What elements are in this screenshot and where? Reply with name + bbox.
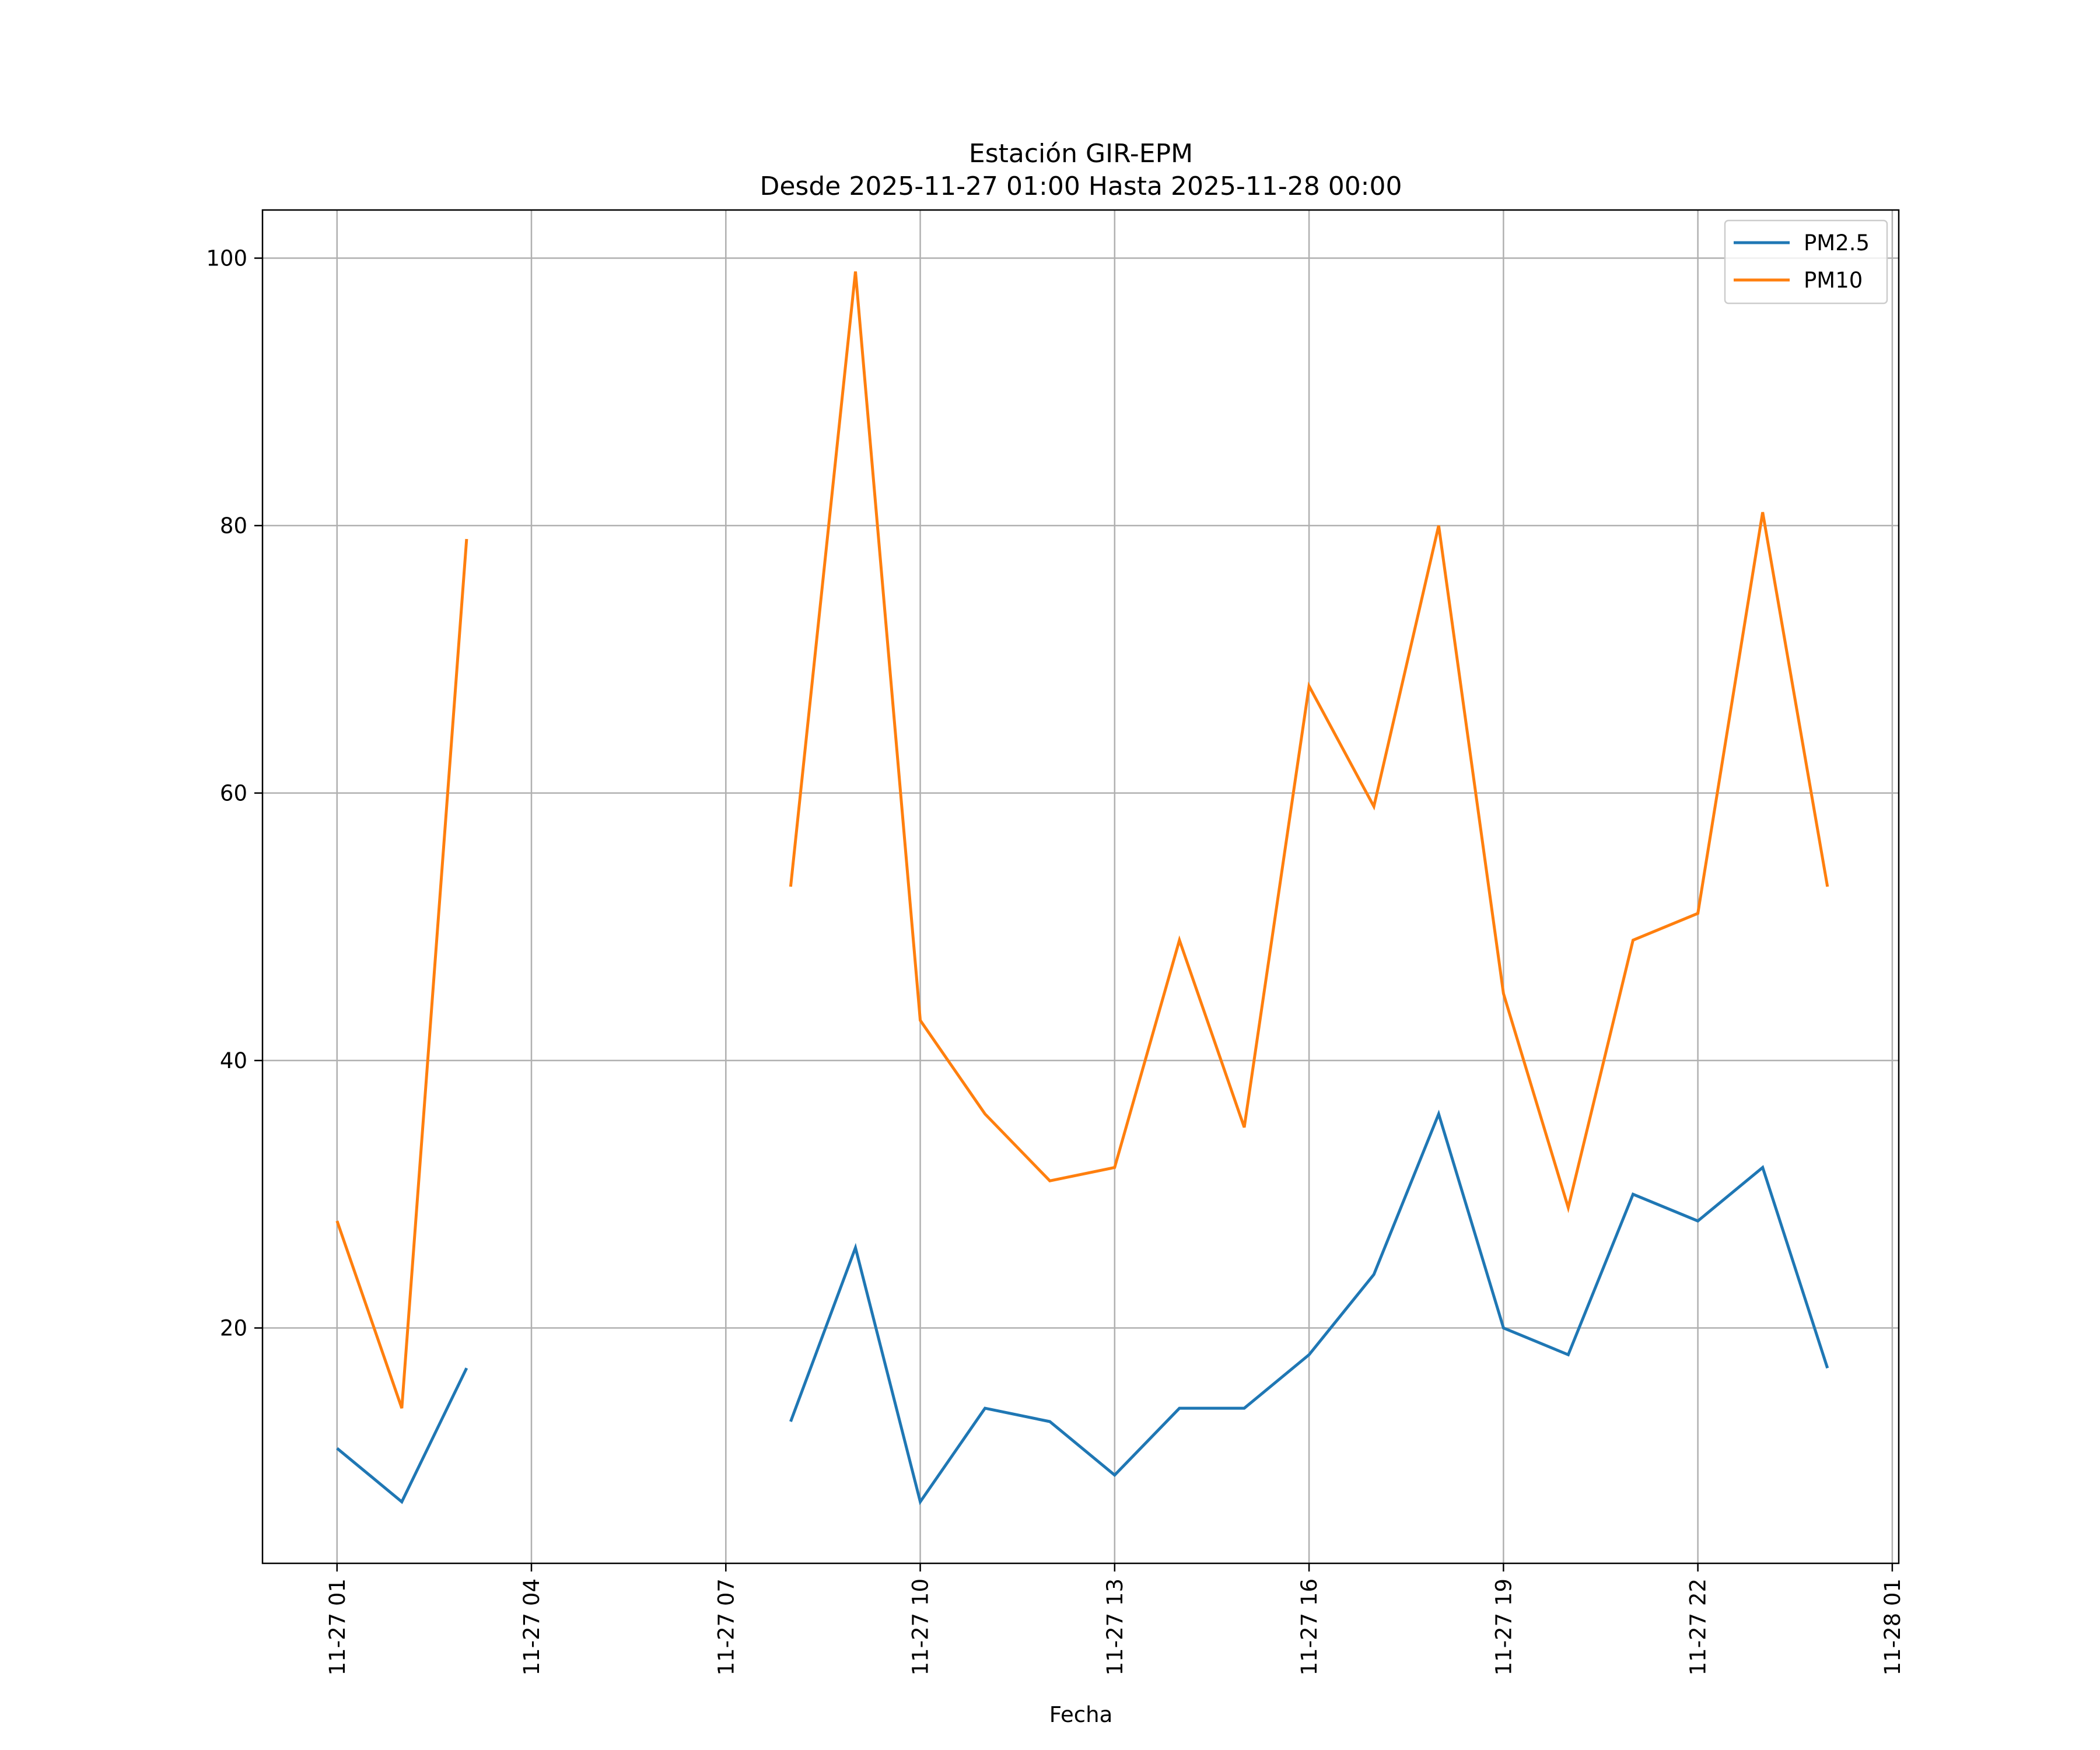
x-tick-label: 11-27 04 xyxy=(519,1578,544,1675)
x-tick-label: 11-27 10 xyxy=(908,1578,933,1675)
legend-label-pm25: PM2.5 xyxy=(1804,230,1870,256)
series-pm10 xyxy=(335,271,1829,1409)
series-pm25-line xyxy=(336,1367,468,1504)
chart-title-line-2: Desde 2025-11-27 01:00 Hasta 2025-11-28 … xyxy=(760,172,1402,201)
chart-title-line-1: Estación GIR-EPM xyxy=(969,139,1193,169)
x-tick-label: 11-27 13 xyxy=(1102,1578,1128,1675)
series-lines xyxy=(335,271,1829,1506)
legend-label-pm10: PM10 xyxy=(1804,268,1863,293)
series-pm25-line xyxy=(789,1110,1829,1506)
x-tick-label: 11-27 07 xyxy=(713,1578,738,1675)
x-tick-label: 11-28 01 xyxy=(1880,1578,1905,1675)
x-tick-label: 11-27 19 xyxy=(1491,1578,1516,1675)
x-tick-label: 11-27 16 xyxy=(1297,1578,1322,1675)
y-tick-label: 60 xyxy=(220,781,247,806)
plot-frame xyxy=(261,209,1900,1564)
axis-ticks: 11-27 01 11-27 04 11-27 07 11-27 10 11-27 13… xyxy=(206,246,1905,1676)
y-tick-label: 100 xyxy=(206,246,247,271)
x-tick-label: 11-27 22 xyxy=(1686,1578,1711,1675)
y-tick-label: 20 xyxy=(220,1316,247,1341)
x-axis-label: Fecha xyxy=(1049,1702,1113,1727)
x-tick-label: 11-27 01 xyxy=(325,1578,350,1675)
legend: PM2.5 PM10 xyxy=(1724,219,1888,304)
series-pm10-line xyxy=(789,271,1829,1213)
grid xyxy=(262,210,1899,1563)
y-tick-label: 80 xyxy=(220,513,247,538)
y-tick-label: 40 xyxy=(220,1048,247,1073)
series-pm10-line xyxy=(335,538,468,1409)
series-pm25 xyxy=(336,1110,1829,1506)
